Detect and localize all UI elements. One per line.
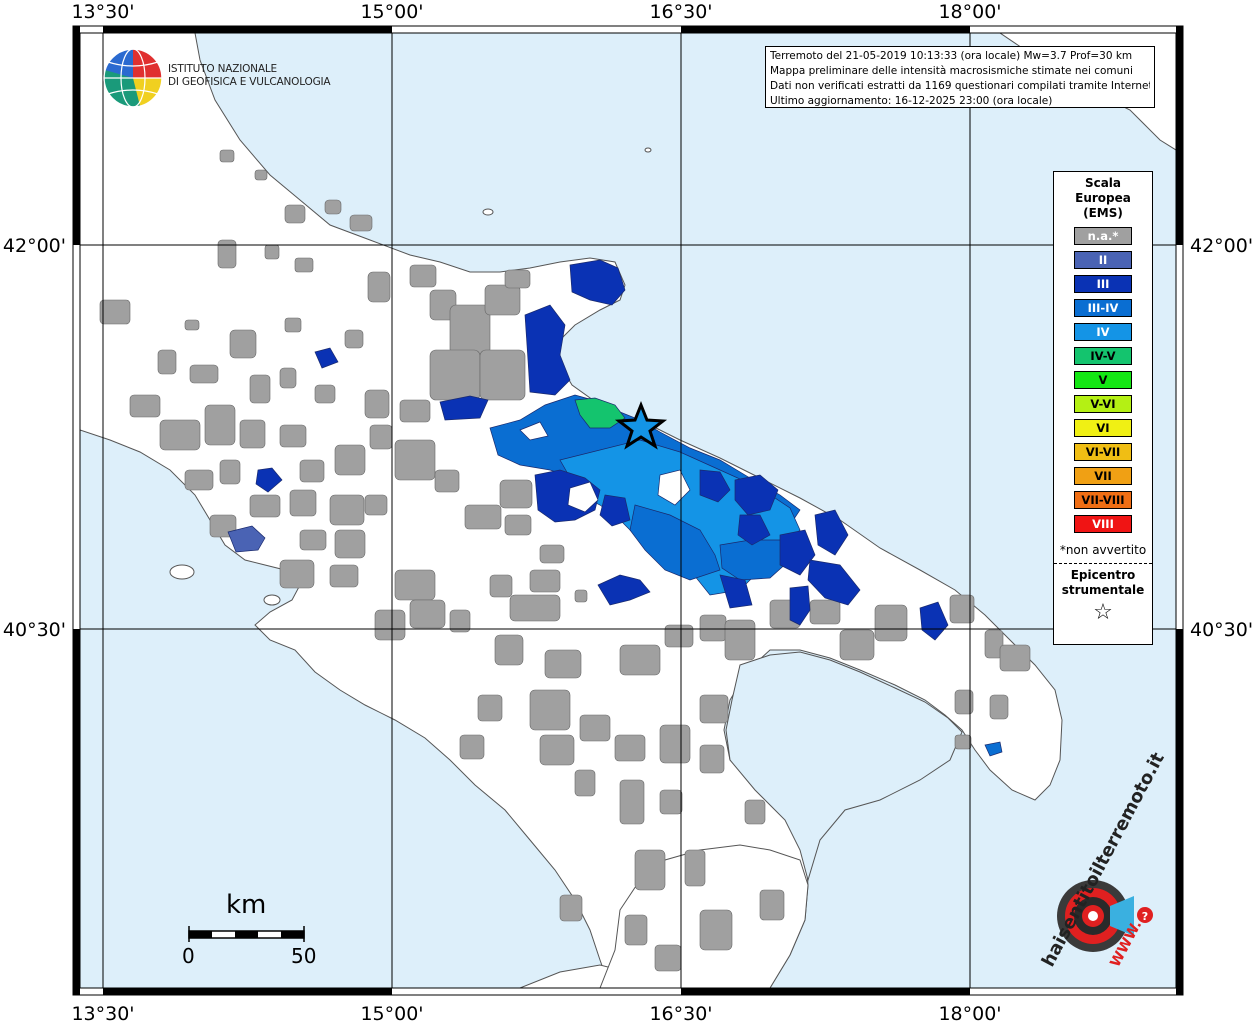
na-municipalities bbox=[99, 149, 1031, 972]
legend-item: V bbox=[1074, 371, 1132, 389]
scale-max: 50 bbox=[291, 944, 317, 968]
ingv-logo-text: ISTITUTO NAZIONALE DI GEOFISICA E VULCAN… bbox=[168, 63, 331, 89]
haisentito-badge-icon: ? bbox=[1057, 880, 1153, 952]
lon-label: 13°30' bbox=[71, 1, 134, 23]
lat-label: 40°30' bbox=[3, 619, 66, 641]
island bbox=[644, 147, 652, 153]
scale-unit: km bbox=[226, 890, 267, 920]
lon-label: 16°30' bbox=[649, 1, 712, 23]
legend-item: VI-VII bbox=[1074, 443, 1132, 461]
logo-line: ISTITUTO NAZIONALE bbox=[168, 63, 277, 75]
legend-item: VII-VIII bbox=[1074, 491, 1132, 509]
scale-min: 0 bbox=[182, 944, 195, 968]
legend-item: VIII bbox=[1074, 515, 1132, 533]
legend-epicenter-label: Epicentro strumentale bbox=[1054, 568, 1152, 598]
ems-legend: Scala Europea (EMS) n.a.* II III III-IV IV IV… bbox=[1053, 171, 1153, 645]
lon-labels-bottom: 13°30' 15°00' 16°30' 18°00' bbox=[71, 1003, 1001, 1024]
lon-label: 16°30' bbox=[649, 1003, 712, 1024]
legend-item: n.a.* bbox=[1074, 227, 1132, 245]
legend-title-line: Scala bbox=[1084, 176, 1122, 190]
legend-item: VII bbox=[1074, 467, 1132, 485]
epicenter-star bbox=[614, 400, 668, 450]
info-line: Mappa preliminare delle intensità macros… bbox=[770, 65, 1133, 77]
legend-item: IV bbox=[1074, 323, 1132, 341]
lon-label: 18°00' bbox=[938, 1003, 1001, 1024]
lat-labels: 42°00' 40°30' 42°00' 40°30' bbox=[3, 235, 1253, 641]
legend-note: *non avvertito bbox=[1059, 543, 1147, 557]
legend-item: III-IV bbox=[1074, 299, 1132, 317]
graticule bbox=[80, 33, 1176, 988]
island bbox=[169, 564, 195, 580]
legend-item: III bbox=[1074, 275, 1132, 293]
svg-text:?: ? bbox=[1142, 910, 1148, 923]
legend-epicenter-line: Epicentro bbox=[1070, 568, 1136, 582]
legend-title: Scala Europea (EMS) bbox=[1054, 176, 1152, 221]
legend-item: V-VI bbox=[1074, 395, 1132, 413]
lat-label: 40°30' bbox=[1190, 619, 1253, 641]
island bbox=[482, 208, 494, 216]
felt-municipalities bbox=[227, 259, 1003, 757]
lat-label: 42°00' bbox=[1190, 235, 1253, 257]
legend-items: n.a.* II III III-IV IV IV-V V V-VI VI VI-VII VII VI… bbox=[1054, 227, 1152, 533]
info-line: Ultimo aggiornamento: 16-12-2025 23:00 (… bbox=[770, 95, 1053, 107]
lon-label: 13°30' bbox=[71, 1003, 134, 1024]
lon-label: 15°00' bbox=[360, 1003, 423, 1024]
lon-labels-top: 13°30' 15°00' 16°30' 18°00' bbox=[71, 1, 1001, 23]
legend-item: II bbox=[1074, 251, 1132, 269]
event-info-box: Terremoto del 21-05-2019 10:13:33 (ora l… bbox=[765, 46, 1155, 108]
info-line: Terremoto del 21-05-2019 10:13:33 (ora l… bbox=[770, 50, 1133, 62]
legend-epicenter-line: strumentale bbox=[1061, 583, 1145, 597]
lon-label: 15°00' bbox=[360, 1, 423, 23]
lon-label: 18°00' bbox=[938, 1, 1001, 23]
legend-title-line: Europea bbox=[1075, 191, 1131, 205]
island bbox=[263, 594, 281, 606]
info-line: Dati non verificati estratti da 1169 que… bbox=[770, 80, 1150, 92]
legend-item: VI bbox=[1074, 419, 1132, 437]
logo-line: DI GEOFISICA E VULCANOLOGIA bbox=[168, 76, 331, 88]
legend-divider bbox=[1054, 563, 1152, 564]
star-icon: ☆ bbox=[1093, 600, 1113, 625]
gulf-taranto bbox=[725, 651, 963, 882]
lat-label: 42°00' bbox=[3, 235, 66, 257]
map-frame bbox=[72, 25, 1184, 996]
legend-title-line: (EMS) bbox=[1083, 206, 1123, 220]
scale-bar bbox=[188, 926, 305, 942]
legend-item: IV-V bbox=[1074, 347, 1132, 365]
ingv-logo-icon bbox=[103, 48, 163, 108]
